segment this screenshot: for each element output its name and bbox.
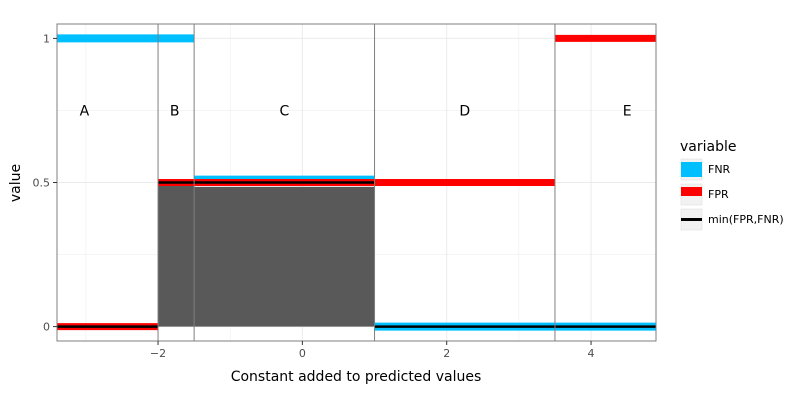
region-label-a: A <box>80 103 90 119</box>
shaded-area-block <box>194 186 375 327</box>
y-tick-label: 1 <box>43 32 50 45</box>
shaded-area-block <box>158 182 195 327</box>
legend-title: variable <box>680 139 736 155</box>
legend-key-line <box>681 187 702 196</box>
region-label-c: C <box>279 103 289 119</box>
x-axis-title: Constant added to predicted values <box>231 369 482 385</box>
x-axis-ticks: −2 0 2 4 <box>150 341 595 360</box>
legend-item-fnr: FNR <box>680 158 731 181</box>
x-tick-label: −2 <box>150 347 166 360</box>
region-label-e: E <box>623 103 632 119</box>
region-label-b: B <box>170 103 180 119</box>
legend: variable FNR FPR min(FPR,FNR) <box>680 139 784 231</box>
x-tick-label: 4 <box>588 347 595 360</box>
x-tick-label: 0 <box>299 347 306 360</box>
legend-label: min(FPR,FNR) <box>708 213 784 226</box>
region-label-d: D <box>459 103 470 119</box>
shaded-area <box>158 182 375 327</box>
region-dividers <box>157 24 556 341</box>
legend-label: FPR <box>708 188 729 201</box>
y-axis-ticks: 00.51 <box>33 32 57 334</box>
legend-key-line <box>681 162 702 177</box>
region-labels: A B C D E <box>80 103 632 119</box>
series-lines <box>57 34 656 331</box>
x-tick-label: 2 <box>443 347 450 360</box>
legend-label: FNR <box>708 163 731 176</box>
y-tick-label: 0 <box>43 321 50 334</box>
legend-item-fpr: FPR <box>680 183 729 206</box>
y-axis-title: value <box>8 164 24 202</box>
y-tick-label: 0.5 <box>33 177 51 190</box>
legend-item-min-fpr-fnr-: min(FPR,FNR) <box>680 208 784 231</box>
